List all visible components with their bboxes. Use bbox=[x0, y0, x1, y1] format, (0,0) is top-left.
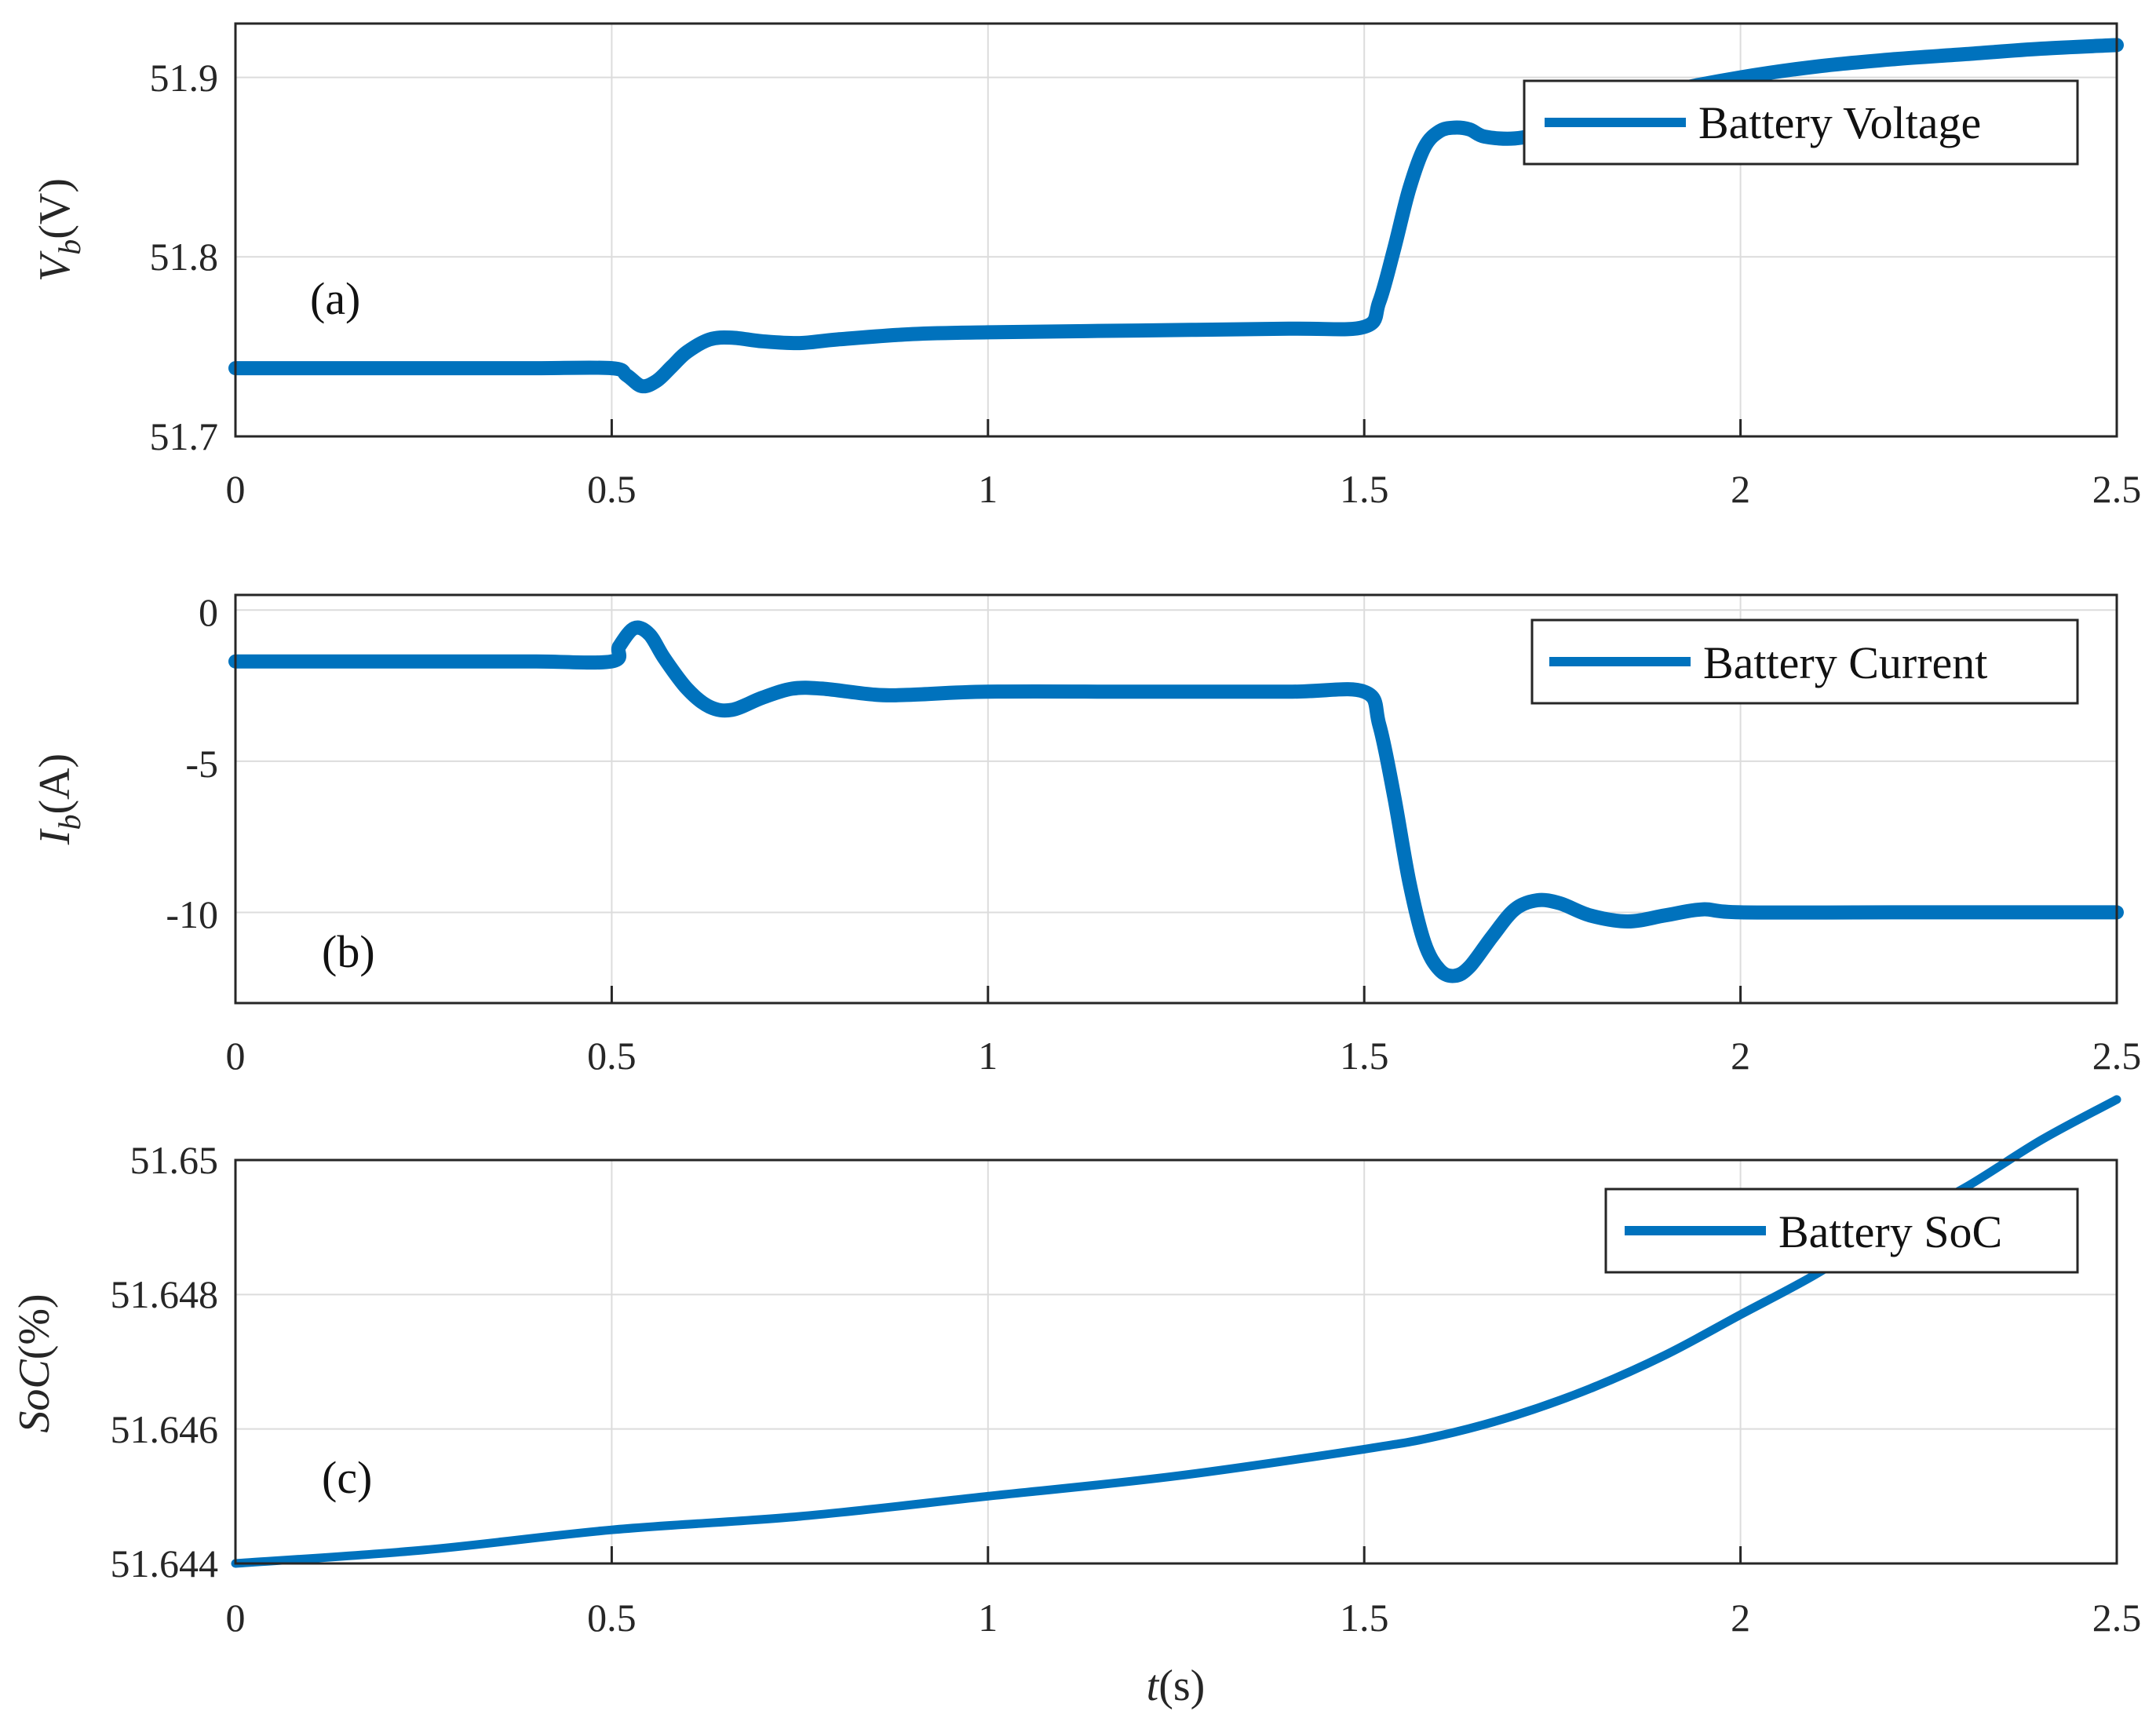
panel-b-xtick-label: 2.5 bbox=[2092, 1034, 2142, 1078]
panel-b-ytick-label: 0 bbox=[199, 590, 218, 634]
panel-a-ytick-label: 51.9 bbox=[150, 56, 219, 100]
panel-c-legend: Battery SoC bbox=[1604, 1188, 2079, 1274]
panel-c-ylabel: SoC(%) bbox=[10, 1293, 59, 1432]
panel-a-ytick-label: 51.8 bbox=[150, 235, 219, 279]
panel-a-legend: Battery Voltage bbox=[1523, 79, 2079, 166]
panel-b-ytick-label: -10 bbox=[166, 892, 218, 936]
panel-b-annotation: (b) bbox=[322, 926, 375, 977]
panel-b-ytick-label: -5 bbox=[185, 742, 218, 786]
panel-a-xtick-label: 2.5 bbox=[2092, 467, 2142, 511]
panel-a: 0 0.5 1 1.5 2 2.5 51.7 51.8 51.9 Vb(V) (… bbox=[31, 22, 2142, 511]
panel-c: 0 0.5 1 1.5 2 2.5 51.644 51.646 51.648 5… bbox=[10, 1095, 2142, 1710]
panel-c-annotation: (c) bbox=[322, 1452, 372, 1503]
panel-b-xtick-label: 0 bbox=[226, 1034, 246, 1078]
panel-c-legend-label: Battery SoC bbox=[1778, 1206, 2002, 1257]
panel-a-ytick-label: 51.7 bbox=[150, 414, 219, 458]
panel-c-series-battery-soc bbox=[231, 1095, 2121, 1568]
panel-c-xtick-label: 0 bbox=[226, 1596, 246, 1640]
panel-c-xtick-label: 1 bbox=[978, 1596, 998, 1640]
panel-c-axes-frame bbox=[234, 1158, 2118, 1565]
panel-c-ytick-label: 51.644 bbox=[111, 1541, 219, 1585]
panel-a-xtick-label: 2 bbox=[1731, 467, 1750, 511]
panel-b-axes-frame bbox=[234, 593, 2118, 1005]
panel-b-xtick-label: 1 bbox=[978, 1034, 998, 1078]
panel-b-legend-label: Battery Current bbox=[1703, 637, 1987, 688]
panel-c-xtick-label: 2.5 bbox=[2092, 1596, 2142, 1640]
panel-b-legend: Battery Current bbox=[1530, 618, 2079, 705]
panel-c-xtick-label: 1.5 bbox=[1340, 1596, 1389, 1640]
panel-a-xtick-label: 1.5 bbox=[1340, 467, 1389, 511]
panel-a-annotation: (a) bbox=[310, 273, 360, 324]
panel-c-xtick-label: 0.5 bbox=[587, 1596, 637, 1640]
panel-c-xlabel: t(s) bbox=[1147, 1662, 1206, 1710]
panel-b-xtick-label: 1.5 bbox=[1340, 1034, 1389, 1078]
panel-b-series-battery-current bbox=[228, 620, 2124, 983]
panel-a-xtick-label: 0.5 bbox=[587, 467, 637, 511]
panel-a-xtick-label: 1 bbox=[978, 467, 998, 511]
panel-b-ylabel: Ib(A) bbox=[31, 753, 87, 845]
panel-a-xtick-label: 0 bbox=[226, 467, 246, 511]
panel-c-ytick-label: 51.65 bbox=[130, 1138, 219, 1182]
panel-c-ytick-label: 51.646 bbox=[111, 1407, 219, 1451]
panel-a-ylabel: Vb(V) bbox=[31, 178, 87, 282]
panel-b-xtick-label: 0.5 bbox=[587, 1034, 637, 1078]
panel-c-xtick-label: 2 bbox=[1731, 1596, 1750, 1640]
panel-a-legend-label: Battery Voltage bbox=[1698, 97, 1981, 148]
panel-b-xtick-label: 2 bbox=[1731, 1034, 1750, 1078]
panel-b: 0 0.5 1 1.5 2 2.5 0 -5 -10 Ib(A) (b) Bat… bbox=[31, 590, 2141, 1078]
panel-a-axes-frame bbox=[234, 22, 2118, 438]
panel-c-ytick-label: 51.648 bbox=[111, 1272, 219, 1316]
